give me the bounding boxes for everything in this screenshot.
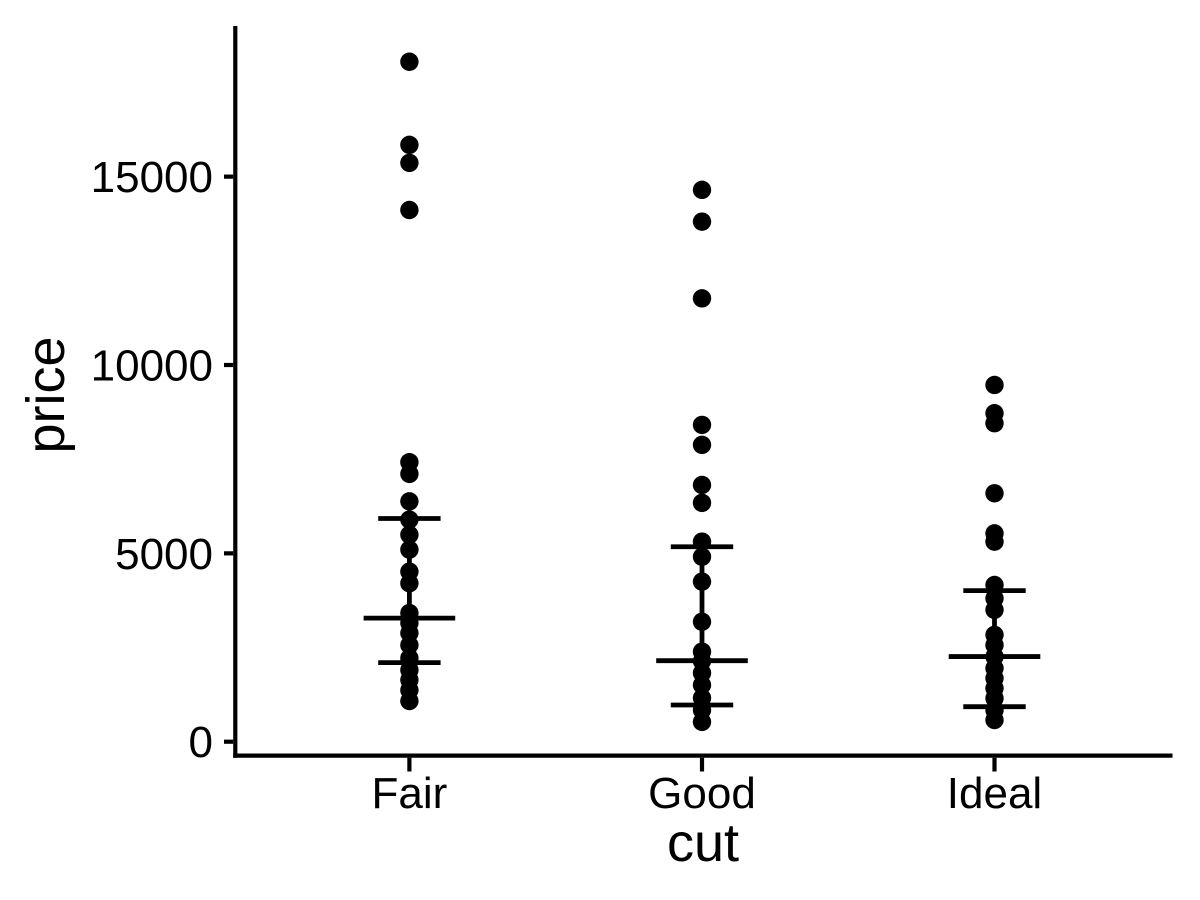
data-point (400, 200, 419, 220)
data-point (692, 475, 712, 495)
data-layer (363, 52, 1041, 732)
group-fair (363, 52, 456, 711)
group-good (656, 180, 748, 732)
data-point (692, 572, 712, 591)
data-point (400, 135, 419, 155)
data-point (692, 675, 712, 695)
data-point (985, 484, 1004, 503)
data-point (692, 435, 712, 455)
data-point (400, 153, 419, 173)
data-point (985, 532, 1004, 551)
x-axis-title: cut (667, 813, 739, 873)
y-tick-label-5000: 5000 (115, 530, 213, 579)
data-point (985, 575, 1004, 595)
data-point (400, 574, 419, 593)
x-tick-label-good: Good (648, 769, 756, 818)
data-point (400, 540, 419, 559)
data-point (692, 612, 712, 631)
group-ideal (948, 375, 1041, 730)
data-point (400, 510, 419, 529)
data-point (692, 180, 712, 200)
x-tick-label-ideal: Ideal (947, 769, 1042, 818)
data-point (985, 375, 1004, 395)
data-point (692, 212, 712, 231)
data-point (400, 492, 419, 511)
y-tick-label-0: 0 (189, 718, 213, 767)
data-point (400, 52, 419, 71)
data-point (985, 600, 1004, 620)
data-point (692, 712, 712, 732)
y-axis-title: price (16, 336, 76, 453)
data-point (400, 691, 419, 711)
x-tick-label-fair: Fair (372, 769, 448, 818)
data-point (400, 464, 419, 484)
data-point (692, 547, 712, 566)
data-point (692, 493, 712, 513)
data-point (692, 415, 712, 435)
data-point (985, 414, 1004, 433)
data-point (400, 525, 419, 544)
y-tick-label-10000: 10000 (91, 341, 213, 390)
y-tick-label-15000: 15000 (91, 153, 213, 202)
data-point (985, 710, 1004, 730)
data-point (692, 532, 712, 551)
data-point (400, 635, 419, 655)
data-point (692, 289, 712, 308)
